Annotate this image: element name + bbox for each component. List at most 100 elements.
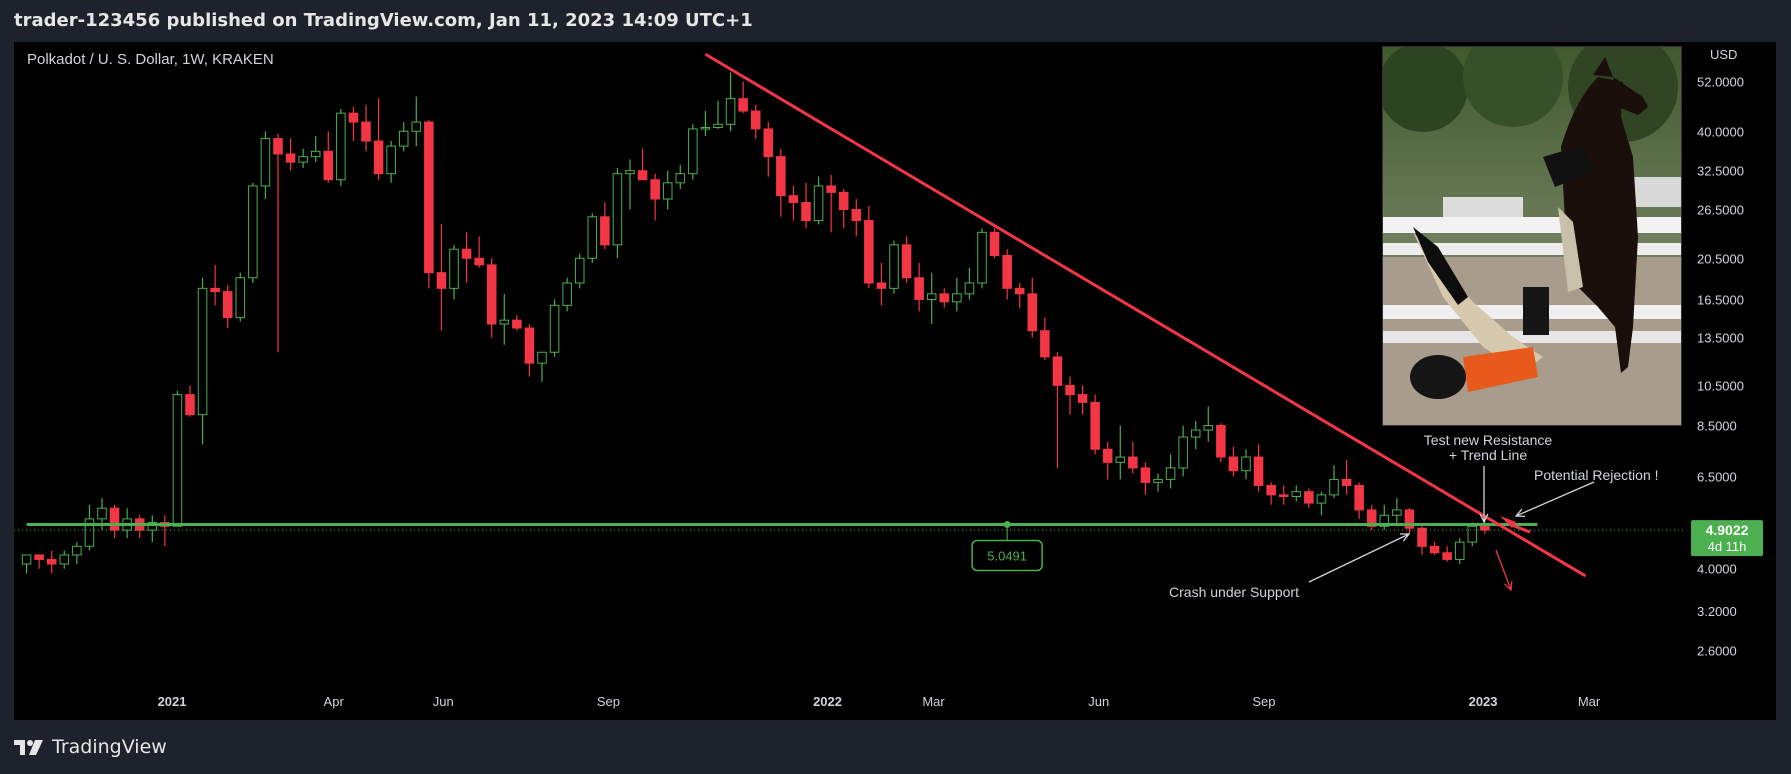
candle-down bbox=[1480, 525, 1490, 531]
candle-down bbox=[1354, 484, 1364, 511]
candle-up bbox=[59, 554, 70, 565]
meme-photo bbox=[1382, 46, 1682, 426]
x-tick-label: Apr bbox=[324, 694, 345, 709]
support-anchor-point bbox=[1003, 520, 1011, 528]
y-tick-label: 13.5000 bbox=[1697, 331, 1744, 346]
candle-up bbox=[1467, 525, 1478, 543]
candle-down bbox=[801, 201, 811, 222]
x-tick-label: Jun bbox=[433, 694, 454, 709]
candle-down bbox=[1304, 491, 1314, 504]
candle-up bbox=[386, 145, 396, 175]
x-tick-label: Jun bbox=[1088, 694, 1109, 709]
candle-down bbox=[776, 156, 786, 197]
candle-down bbox=[1128, 456, 1138, 469]
candle-up bbox=[449, 248, 459, 289]
candle-down bbox=[46, 558, 57, 565]
candle-up bbox=[1190, 429, 1201, 438]
candle-up bbox=[952, 293, 962, 303]
candle-up bbox=[562, 282, 572, 306]
candle-up bbox=[260, 138, 271, 187]
candle-down bbox=[901, 244, 912, 279]
candle-down bbox=[788, 195, 799, 203]
candle-down bbox=[323, 150, 334, 181]
y-tick-label: 16.5000 bbox=[1697, 293, 1744, 308]
arrow-down-red-head bbox=[1504, 580, 1513, 592]
candle-up bbox=[21, 554, 32, 565]
candle-up bbox=[147, 522, 158, 531]
candle-layer bbox=[21, 72, 1490, 574]
candle-up bbox=[1203, 425, 1214, 431]
arrow-down-red-shaft bbox=[1495, 549, 1512, 591]
candle-down bbox=[210, 287, 220, 293]
annotation-crash: Crash under Support bbox=[1169, 584, 1299, 600]
candle-up bbox=[662, 182, 673, 200]
candle-up bbox=[298, 156, 308, 163]
candle-down bbox=[109, 507, 120, 531]
candle-up bbox=[700, 127, 711, 130]
x-tick-label: Mar bbox=[922, 694, 945, 709]
candle-down bbox=[436, 272, 447, 289]
x-tick-label: Mar bbox=[1578, 694, 1601, 709]
last-price-value: 4.9022 bbox=[1706, 522, 1749, 538]
candle-down bbox=[1417, 527, 1427, 547]
candle-up bbox=[688, 128, 698, 175]
candle-down bbox=[1216, 425, 1226, 458]
candle-down bbox=[1065, 384, 1075, 396]
candle-up bbox=[84, 518, 95, 547]
candle-down bbox=[876, 282, 887, 289]
candle-down bbox=[285, 153, 296, 163]
gavel-handle bbox=[1508, 522, 1531, 534]
y-tick-label: 26.5000 bbox=[1697, 203, 1744, 218]
candle-down bbox=[851, 209, 862, 222]
x-tick-label: 2022 bbox=[813, 694, 842, 709]
candle-up bbox=[675, 173, 686, 184]
y-tick-label: 8.5000 bbox=[1697, 419, 1737, 434]
candle-up bbox=[197, 287, 208, 416]
x-tick-label: 2021 bbox=[158, 694, 187, 709]
candle-down bbox=[1027, 293, 1038, 332]
candle-down bbox=[1442, 552, 1452, 560]
candle-up bbox=[310, 150, 321, 158]
currency-label: USD bbox=[1710, 47, 1737, 62]
candle-up bbox=[889, 244, 899, 289]
candle-up bbox=[1153, 478, 1163, 483]
candle-up bbox=[725, 98, 736, 125]
candle-up bbox=[1291, 491, 1302, 497]
candle-down bbox=[361, 121, 371, 142]
candle-down bbox=[1052, 356, 1063, 386]
candle-down bbox=[1102, 448, 1113, 463]
annotation-resistance-line1: Test new Resistance bbox=[1424, 432, 1553, 448]
candle-up bbox=[1454, 541, 1465, 560]
candle-up bbox=[537, 351, 547, 364]
candle-up bbox=[612, 173, 623, 246]
tradingview-logo[interactable]: TradingView bbox=[14, 736, 167, 758]
y-tick-label: 52.0000 bbox=[1697, 74, 1744, 89]
candle-up bbox=[97, 507, 107, 520]
candle-up bbox=[926, 293, 937, 301]
candle-down bbox=[637, 170, 648, 181]
candle-down bbox=[914, 277, 924, 301]
candle-down bbox=[1090, 401, 1100, 450]
candle-up bbox=[574, 257, 585, 284]
y-tick-label: 32.5000 bbox=[1697, 164, 1744, 179]
candle-up bbox=[549, 304, 560, 353]
candle-down bbox=[1077, 394, 1088, 403]
candle-down bbox=[864, 220, 874, 284]
candle-down bbox=[838, 191, 849, 211]
arrow-down-red bbox=[1495, 549, 1513, 592]
candle-down bbox=[222, 291, 233, 319]
candle-up bbox=[1379, 514, 1390, 527]
arrow-resistance bbox=[1479, 466, 1489, 524]
candle-down bbox=[989, 231, 1000, 257]
tradingview-brand: TradingView bbox=[52, 736, 167, 758]
annotation-resistance-line2: + Trend Line bbox=[1449, 447, 1527, 463]
arrow-crash-shaft bbox=[1308, 533, 1410, 583]
candle-down bbox=[750, 110, 761, 130]
candle-up bbox=[964, 282, 975, 295]
support-price-label: 5.0491 bbox=[987, 548, 1027, 563]
candle-up bbox=[1329, 478, 1339, 496]
tradingview-logo-icon bbox=[14, 740, 43, 755]
arrow-crash-head bbox=[1399, 533, 1411, 542]
candle-up bbox=[1316, 494, 1327, 504]
support-price-box bbox=[971, 539, 1043, 572]
